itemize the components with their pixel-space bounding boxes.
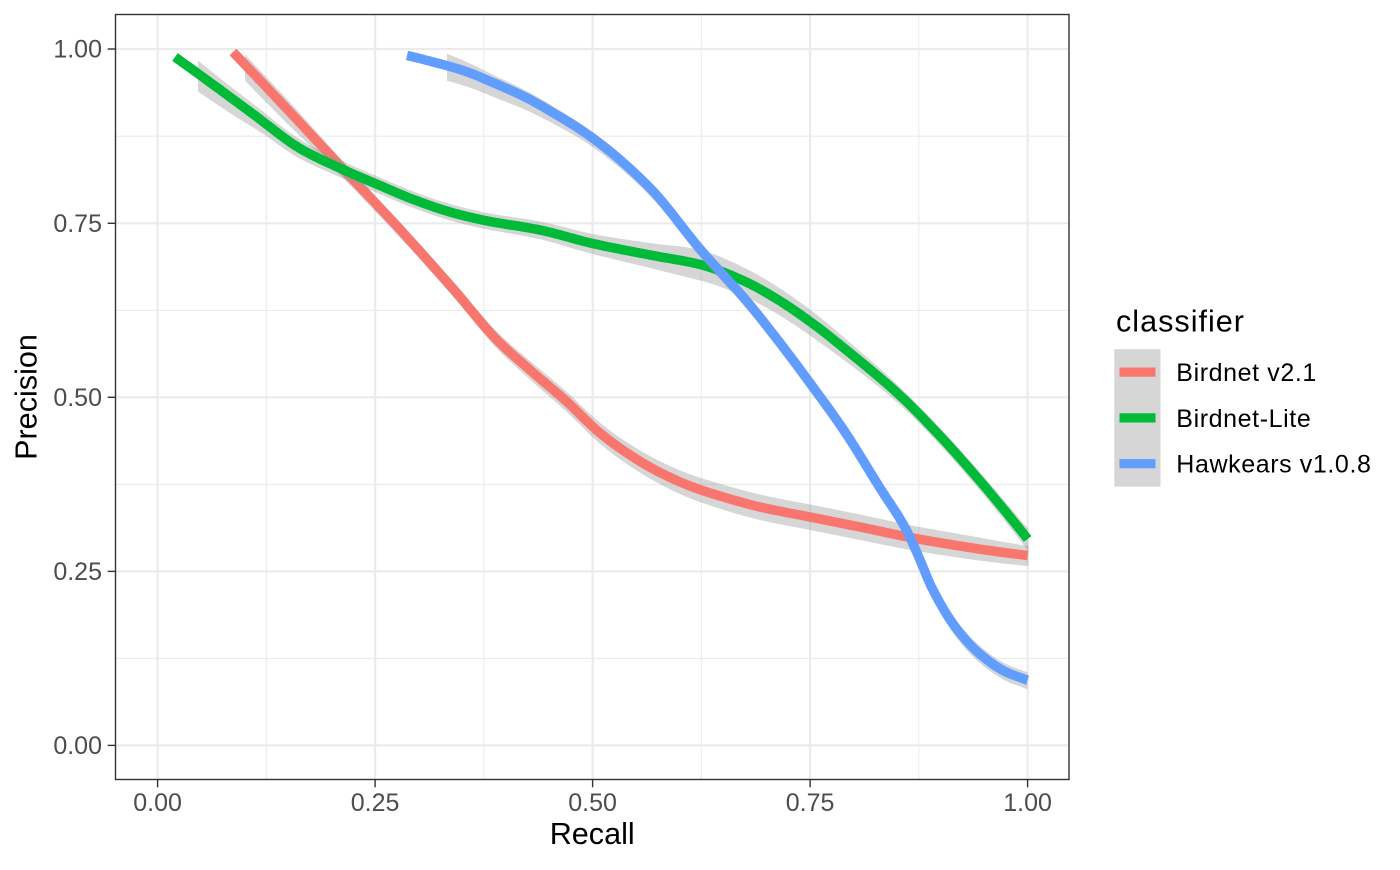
svg-text:Precision: Precision — [10, 334, 44, 460]
svg-text:0.50: 0.50 — [568, 789, 617, 817]
svg-text:Recall: Recall — [550, 817, 635, 851]
svg-text:Hawkears v1.0.8: Hawkears v1.0.8 — [1176, 451, 1371, 479]
svg-text:Birdnet v2.1: Birdnet v2.1 — [1176, 359, 1317, 387]
svg-text:1.00: 1.00 — [1003, 789, 1052, 817]
svg-text:0.75: 0.75 — [786, 789, 835, 817]
svg-text:0.50: 0.50 — [53, 384, 102, 412]
svg-text:1.00: 1.00 — [53, 36, 102, 64]
svg-text:0.00: 0.00 — [53, 732, 102, 760]
svg-text:Birdnet-Lite: Birdnet-Lite — [1176, 405, 1311, 433]
svg-text:0.00: 0.00 — [133, 789, 182, 817]
svg-text:classifier: classifier — [1116, 304, 1245, 338]
svg-text:0.25: 0.25 — [53, 558, 102, 586]
svg-text:0.25: 0.25 — [351, 789, 400, 817]
svg-text:0.75: 0.75 — [53, 210, 102, 238]
